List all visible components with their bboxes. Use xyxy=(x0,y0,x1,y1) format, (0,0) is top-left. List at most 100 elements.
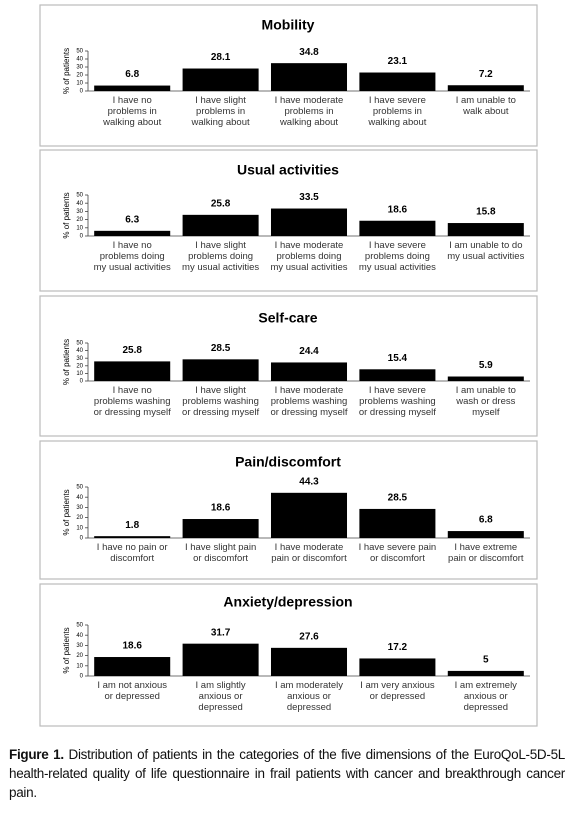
y-tick-label: 50 xyxy=(76,485,83,491)
bar xyxy=(94,657,171,676)
y-tick-label: 50 xyxy=(76,49,83,55)
x-tick-label: I have no pain or discomfort xyxy=(97,542,168,564)
y-tick-label: 30 xyxy=(76,209,83,215)
bar xyxy=(182,359,259,381)
chart-title: Usual activities xyxy=(237,162,339,178)
x-tick-label: I have no problems washing or dressing mys… xyxy=(94,385,171,418)
x-tick-label: I am not anxious or depressed xyxy=(97,680,167,702)
bar xyxy=(447,85,524,91)
x-tick-label: I have severe pain or discomfort xyxy=(359,542,437,564)
x-tick-label: I am unable to wash or dress myself xyxy=(455,385,516,418)
bar xyxy=(94,85,171,91)
y-tick-label: 50 xyxy=(76,193,83,199)
value-label: 33.5 xyxy=(299,192,319,203)
y-tick-label: 40 xyxy=(76,495,83,501)
panel-frame xyxy=(39,583,538,727)
y-tick-label: 20 xyxy=(76,217,83,223)
bar xyxy=(270,492,348,538)
bar xyxy=(182,643,259,676)
caption: Figure 1. Distribution of patients in th… xyxy=(9,745,565,802)
bar xyxy=(182,68,259,91)
panel-frame xyxy=(39,149,538,292)
y-tick-label: 10 xyxy=(76,225,83,231)
x-tick-label: I have slight problems in walking about xyxy=(191,95,250,128)
bar xyxy=(447,670,524,676)
value-label: 5.9 xyxy=(479,360,493,371)
x-tick-label: I have moderate pain or discomfort xyxy=(271,542,347,564)
y-tick-label: 50 xyxy=(76,341,83,347)
y-tick-label: 0 xyxy=(80,536,84,542)
y-tick-label: 0 xyxy=(80,234,84,240)
value-label: 5 xyxy=(483,655,489,666)
x-tick-label: I have extreme pain or discomfort xyxy=(448,542,524,564)
value-label: 34.8 xyxy=(299,47,319,58)
x-tick-label: I have slight problems doing my usual acti… xyxy=(182,240,259,273)
value-label: 23.1 xyxy=(388,56,408,67)
value-label: 25.8 xyxy=(122,345,142,356)
y-tick-label: 40 xyxy=(76,57,83,63)
value-label: 6.8 xyxy=(125,69,139,80)
y-tick-label: 20 xyxy=(76,73,83,79)
bar xyxy=(447,223,524,236)
bar xyxy=(270,362,348,381)
x-tick-label: I have severe problems washing or dressing… xyxy=(359,385,436,418)
value-label: 24.4 xyxy=(299,346,319,357)
x-tick-label: I am unable to walk about xyxy=(456,95,516,117)
bar xyxy=(447,376,524,381)
x-tick-label: I have severe problems doing my usual acti… xyxy=(359,240,436,273)
value-label: 18.6 xyxy=(122,641,142,652)
bar xyxy=(359,72,436,91)
chart-title: Mobility xyxy=(262,17,315,33)
x-tick-label: I am extremely anxious or depressed xyxy=(455,680,518,713)
y-tick-label: 0 xyxy=(80,89,84,95)
y-tick-label: 20 xyxy=(76,515,83,521)
value-label: 31.7 xyxy=(211,627,231,638)
y-tick-label: 10 xyxy=(76,525,83,531)
value-label: 6.8 xyxy=(479,515,493,526)
caption-text: Distribution of patients in the categori… xyxy=(9,747,565,800)
x-tick-label: I am slightly anxious or depressed xyxy=(196,680,246,713)
bar xyxy=(94,361,171,381)
bar xyxy=(270,208,348,236)
chart-title: Self-care xyxy=(258,310,317,326)
bar xyxy=(94,230,171,236)
panel-frame xyxy=(39,295,538,437)
y-tick-label: 30 xyxy=(76,505,83,511)
value-label: 15.8 xyxy=(476,207,496,218)
y-tick-label: 0 xyxy=(80,674,84,680)
bar xyxy=(270,647,348,676)
y-axis-label: % of patients xyxy=(62,627,71,673)
y-tick-label: 30 xyxy=(76,356,83,362)
y-tick-label: 40 xyxy=(76,633,83,639)
value-label: 25.8 xyxy=(211,198,231,209)
panel-frame xyxy=(39,440,538,580)
chart-title: Anxiety/depression xyxy=(223,594,352,610)
value-label: 15.4 xyxy=(388,353,408,364)
value-label: 17.2 xyxy=(388,642,408,653)
x-tick-label: I am very anxious or depressed xyxy=(360,680,435,702)
y-tick-label: 10 xyxy=(76,663,83,669)
y-tick-label: 0 xyxy=(80,379,84,385)
x-tick-label: I have slight pain or discomfort xyxy=(185,542,256,564)
value-label: 28.5 xyxy=(388,493,408,504)
value-label: 28.5 xyxy=(211,343,231,354)
value-label: 6.3 xyxy=(125,214,139,225)
x-tick-label: I have no problems in walking about xyxy=(102,95,161,128)
x-tick-label: I have slight problems washing or dressing… xyxy=(182,385,259,418)
value-label: 1.8 xyxy=(125,520,139,531)
chart-title: Pain/discomfort xyxy=(235,454,341,470)
x-tick-label: I am unable to do my usual activities xyxy=(447,240,524,262)
y-tick-label: 10 xyxy=(76,81,83,87)
bar xyxy=(359,658,436,676)
value-label: 18.6 xyxy=(211,503,231,514)
x-tick-label: I have moderate problems in walking about xyxy=(275,95,344,128)
bar xyxy=(359,220,436,236)
bar xyxy=(359,508,436,538)
y-tick-label: 20 xyxy=(76,363,83,369)
panel-frame xyxy=(39,4,538,147)
y-tick-label: 20 xyxy=(76,653,83,659)
y-axis-label: % of patients xyxy=(62,192,71,238)
caption-label: Figure 1. xyxy=(9,747,64,762)
